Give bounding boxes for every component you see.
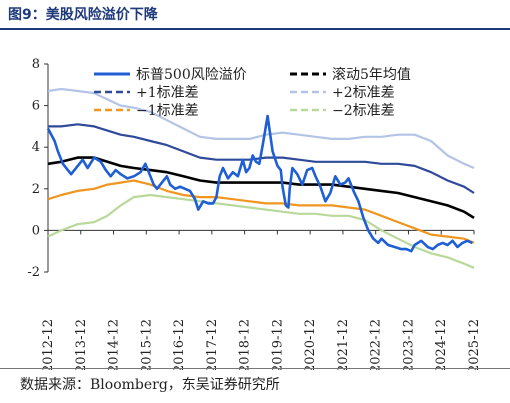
legend-label-3: −1标准差 <box>136 103 199 119</box>
series-line-2 <box>48 123 475 194</box>
legend-label-0: 标普500风险溢价 <box>136 67 247 83</box>
series-line-0 <box>46 114 473 253</box>
x-tick-label: 2013-12 <box>74 319 89 370</box>
y-tick-label: 2 <box>32 182 40 197</box>
legend-label-1: 滚动5年均值 <box>332 66 411 83</box>
x-tick-label: 2018-12 <box>238 319 253 370</box>
legend-label-2: +1标准差 <box>136 85 199 101</box>
series-line-1 <box>47 156 475 220</box>
y-tick-label: 8 <box>32 57 40 72</box>
x-tick-label: 2012-12 <box>41 319 56 370</box>
x-tick-label: 2020-12 <box>303 319 318 370</box>
x-tick-label: 2015-12 <box>139 319 154 370</box>
figure-title: 图9：美股风险溢价下降 <box>8 7 158 23</box>
x-tick-label: 2022-12 <box>369 319 384 370</box>
legend-label-4: +2标准差 <box>332 85 395 101</box>
series-line-5 <box>47 193 475 269</box>
y-tick-label: 0 <box>32 223 40 238</box>
x-tick-label: 2021-12 <box>336 319 351 370</box>
axes: 8 6 4 2 0 -2 2012-12 2013-12 2014-12 2015-12 2016-… <box>27 57 482 370</box>
source-rule <box>0 368 510 369</box>
data-source: 数据来源：Bloomberg，东吴证券研究所 <box>20 377 280 393</box>
series-line-4 <box>47 87 475 170</box>
title-rule <box>0 28 510 30</box>
x-tick-label: 2016-12 <box>172 319 187 370</box>
legend: 标普500风险溢价 滚动5年均值 +1标准差 +2标准差 −1标准差 −2标准差 <box>94 66 411 119</box>
series-lines <box>46 87 475 269</box>
x-tick-label: 2019-12 <box>270 319 285 370</box>
y-tick-label: 6 <box>32 99 40 114</box>
x-tick-label: 2017-12 <box>205 319 220 370</box>
x-tick-label: 2014-12 <box>107 319 122 370</box>
x-tick-label: 2023-12 <box>401 319 416 370</box>
x-tick-label: 2024-12 <box>434 319 449 370</box>
series-line-3 <box>47 179 475 244</box>
legend-label-5: −2标准差 <box>332 103 395 119</box>
y-tick-label: -2 <box>27 265 40 280</box>
y-tick-label: 4 <box>32 140 40 155</box>
risk-premium-chart: 8 6 4 2 0 -2 2012-12 2013-12 2014-12 2015-12 2016-… <box>27 57 482 370</box>
x-tick-label: 2025-12 <box>467 319 482 370</box>
